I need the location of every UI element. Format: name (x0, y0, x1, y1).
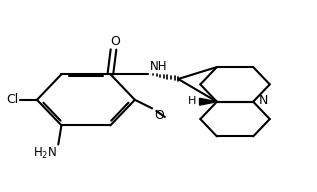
Text: N: N (259, 94, 268, 107)
Text: O: O (154, 109, 164, 122)
Text: O: O (110, 35, 120, 48)
Text: NH: NH (150, 60, 167, 73)
Text: H$_2$N: H$_2$N (33, 145, 57, 161)
Text: H: H (188, 96, 196, 106)
Text: Cl: Cl (6, 93, 18, 106)
Polygon shape (199, 98, 217, 105)
